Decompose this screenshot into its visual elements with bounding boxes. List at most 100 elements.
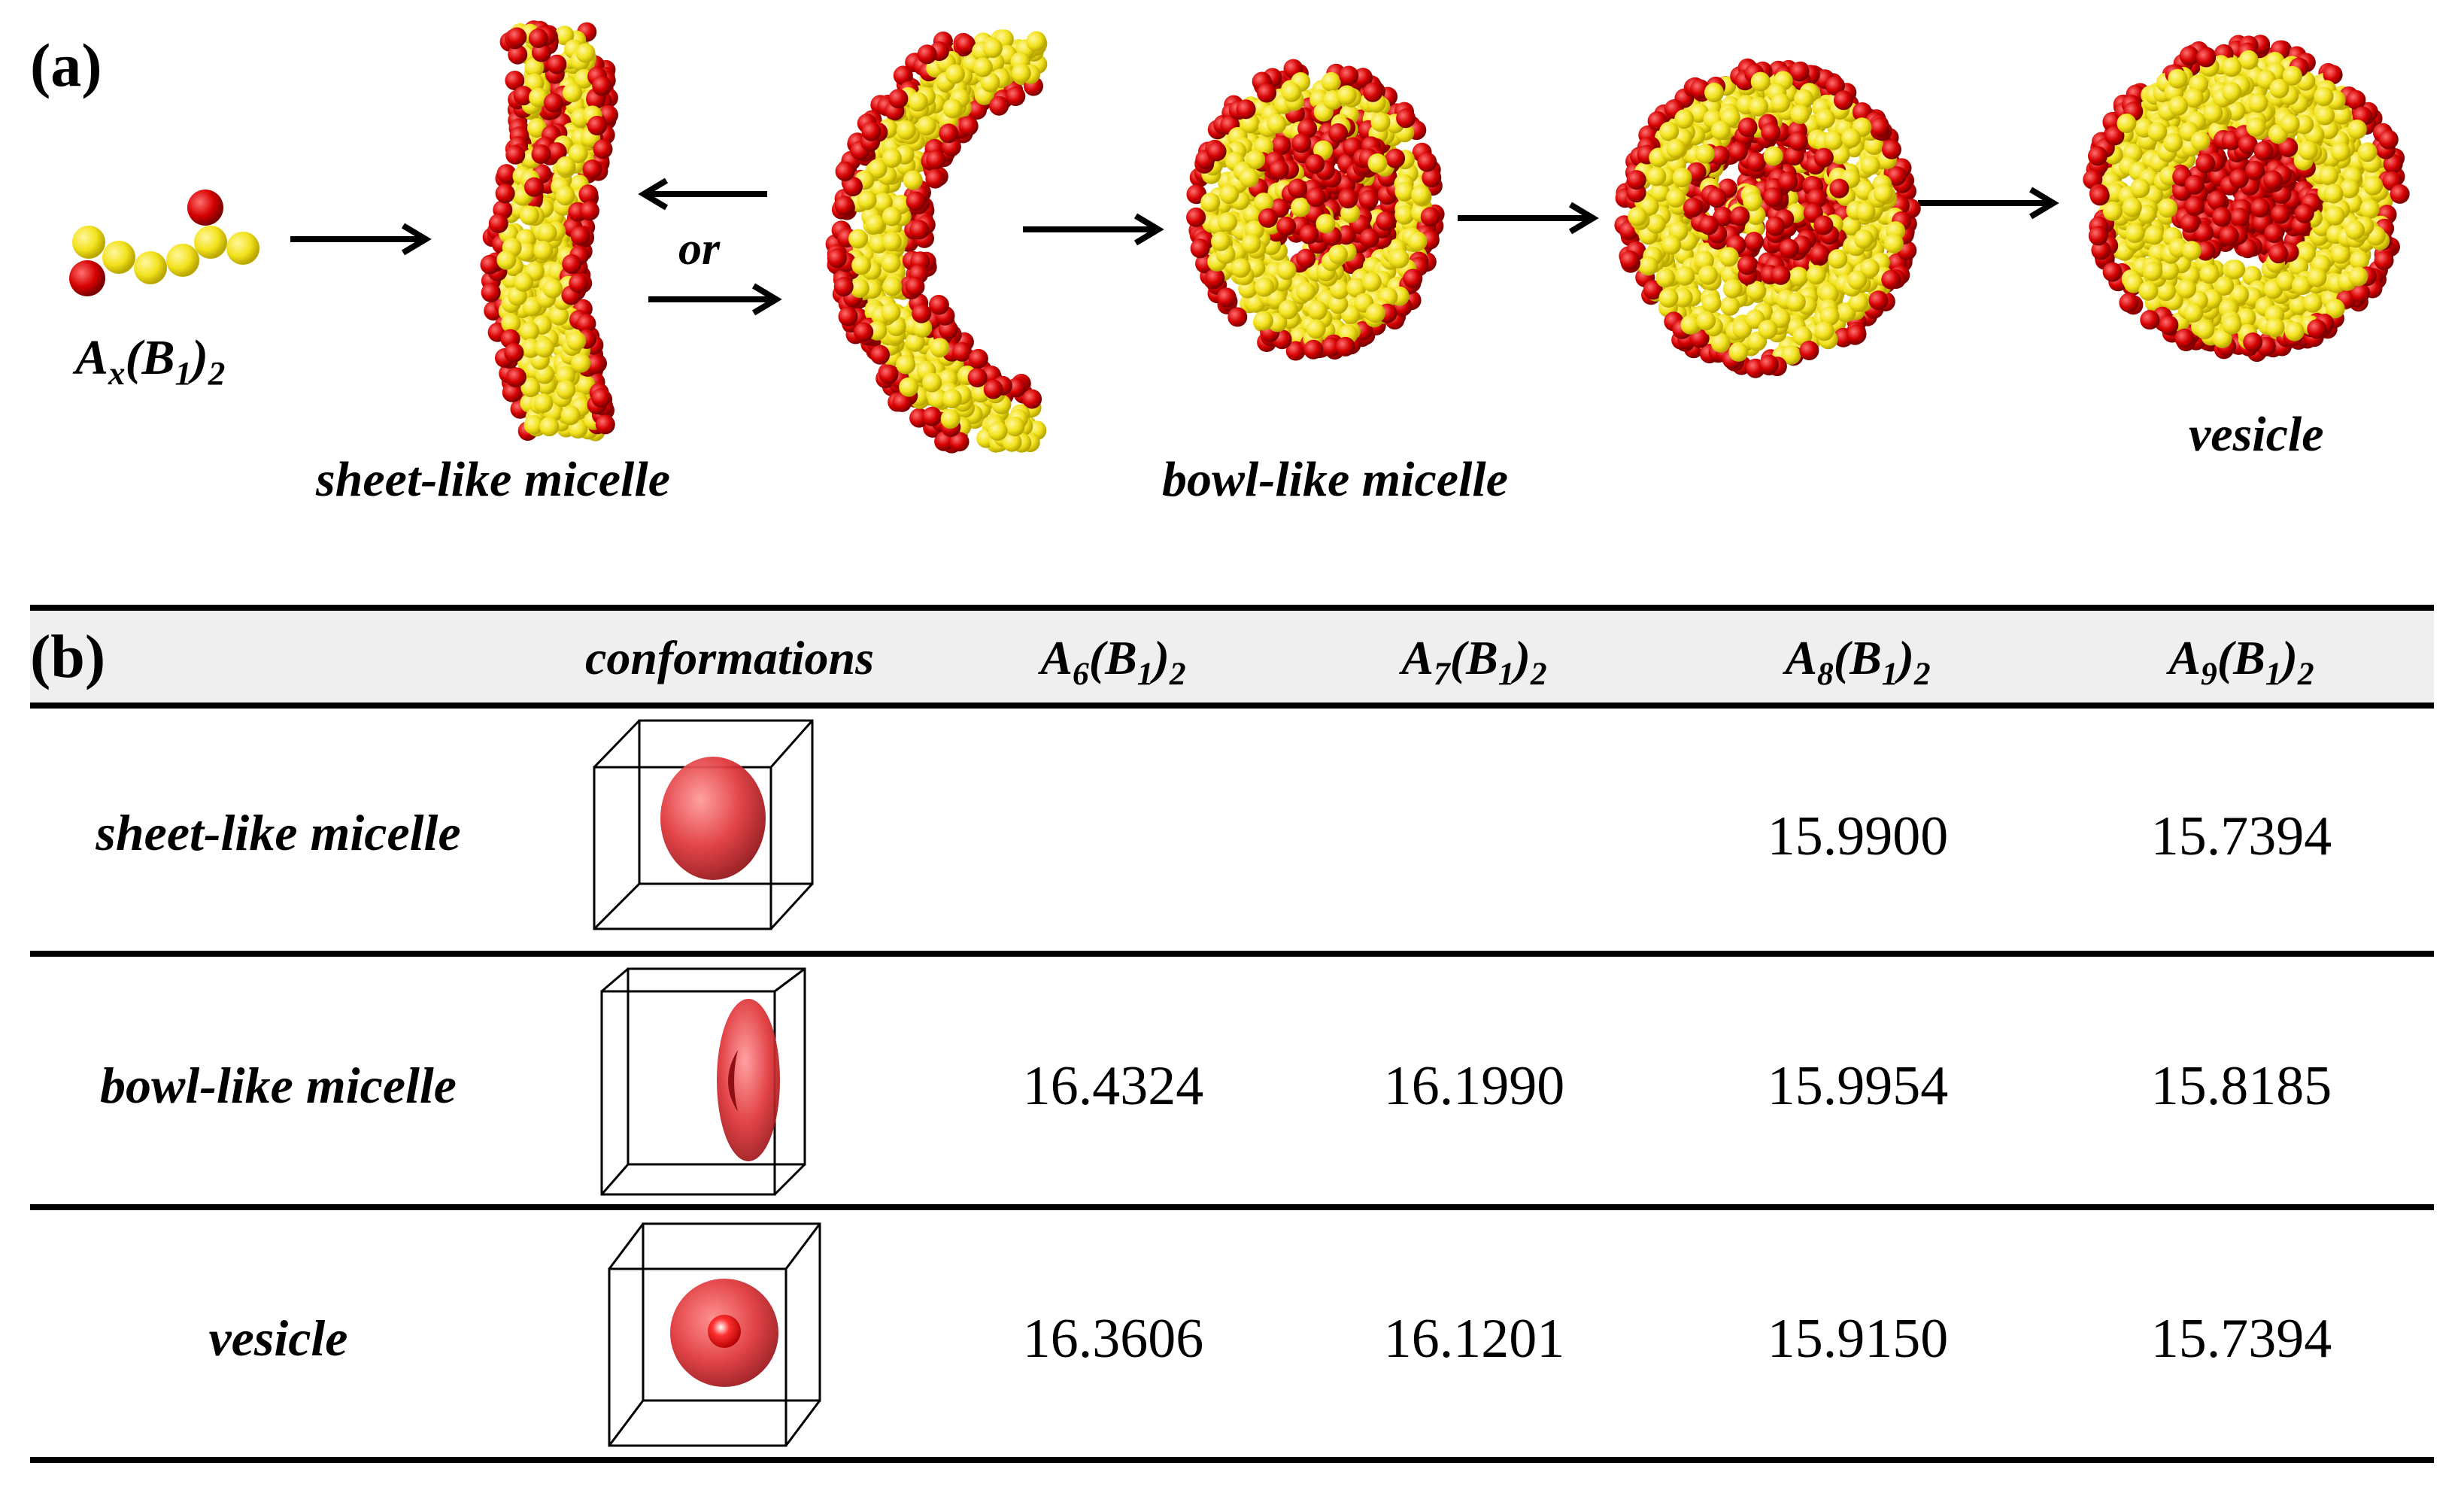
head-bead	[1765, 216, 1786, 236]
tail-bead	[927, 389, 948, 409]
head-bead	[1713, 207, 1733, 226]
head-bead	[1006, 86, 1026, 106]
head-bead	[2102, 262, 2123, 282]
tail-bead	[867, 159, 888, 179]
table-header-rule	[30, 703, 2434, 709]
head-bead	[562, 254, 582, 274]
tail-bead	[1005, 417, 1025, 436]
tail-bead	[1411, 185, 1431, 205]
tail-bead	[514, 272, 533, 292]
tail-bead	[908, 92, 928, 112]
head-bead	[2264, 223, 2284, 244]
tail-bead	[1853, 229, 1874, 249]
tail-bead	[2236, 308, 2256, 328]
head-bead	[1303, 339, 1324, 360]
tail-bead	[1282, 82, 1302, 102]
head-bead	[893, 65, 913, 86]
tail-bead	[982, 38, 1003, 59]
tail-bead	[1389, 248, 1410, 269]
tail-bead	[1789, 266, 1809, 287]
head-bead	[1297, 118, 1318, 138]
tail-bead	[2330, 141, 2350, 162]
tail-bead	[1859, 258, 1880, 278]
tail-bead	[2177, 278, 2197, 299]
tail-bead	[2246, 117, 2266, 137]
head-bead	[505, 144, 526, 165]
head-bead	[2184, 196, 2205, 217]
tail-bead	[1337, 85, 1357, 105]
tail-bead	[1307, 300, 1328, 320]
head-bead	[2195, 241, 2216, 261]
head-bead	[1799, 341, 1819, 360]
cell-sheet-a8: 15.9900	[1767, 806, 1949, 867]
tail-bead	[848, 229, 869, 249]
head-bead	[2378, 129, 2399, 150]
head-bead	[1190, 238, 1210, 259]
tail-bead	[555, 366, 575, 386]
head-bead	[1396, 108, 1416, 129]
tail-bead	[1856, 202, 1876, 222]
head-bead	[955, 34, 976, 54]
tail-bead	[980, 72, 1000, 93]
head-bead	[1834, 90, 1853, 111]
tail-bead	[2117, 114, 2137, 133]
head-bead	[967, 368, 988, 387]
tail-bead	[1646, 214, 1666, 234]
head-bead	[582, 159, 602, 180]
cell-vesicle-a6: 16.3606	[1022, 1308, 1204, 1370]
tail-bead	[542, 278, 563, 299]
head-bead	[1778, 171, 1798, 192]
head-bead	[838, 306, 858, 326]
tail-bead	[1361, 272, 1382, 292]
tail-bead	[2292, 275, 2311, 296]
tail-bead	[520, 338, 541, 358]
head-bead	[543, 93, 563, 113]
tail-bead	[568, 144, 588, 163]
column-header-a6: A6(B1)2	[1040, 631, 1186, 692]
head-bead	[888, 89, 909, 109]
tail-bead	[501, 313, 521, 333]
tail-bead	[1695, 144, 1715, 164]
tail-bead	[2325, 299, 2345, 319]
head-bead	[1810, 244, 1830, 264]
head-bead	[1737, 117, 1758, 138]
head-bead	[1385, 148, 1406, 168]
head-bead	[835, 161, 855, 181]
head-bead	[2180, 213, 2200, 233]
tail-bead	[2319, 165, 2339, 186]
tail-bead	[1672, 168, 1692, 188]
tail-bead	[533, 241, 554, 260]
tail-bead	[1698, 265, 1718, 285]
tail-bead	[899, 377, 919, 397]
tail-bead	[1841, 216, 1862, 236]
head-bead	[1186, 207, 1206, 227]
tail-bead	[529, 87, 548, 108]
head-bead	[878, 364, 899, 384]
tail-bead	[1704, 83, 1724, 102]
tail-bead	[1026, 32, 1046, 52]
tail-bead	[1329, 279, 1349, 299]
cell-bowl-a9: 15.8185	[2150, 1055, 2332, 1117]
tail-bead	[1719, 247, 1739, 267]
column-header-a7: A7(B1)2	[1401, 631, 1547, 692]
tail-bead	[1267, 114, 1287, 134]
head-bead	[1728, 141, 1748, 162]
head-bead	[595, 414, 615, 435]
head-bead	[2323, 65, 2343, 85]
tail-bead	[2307, 267, 2327, 287]
head-bead	[1291, 133, 1312, 153]
tail-bead	[1746, 281, 1766, 301]
tail-bead	[2123, 273, 2144, 293]
tail-bead	[896, 120, 916, 140]
head-bead	[1886, 166, 1907, 187]
head-bead	[2184, 174, 2205, 195]
head-bead	[2243, 332, 2263, 352]
head-bead	[925, 168, 945, 189]
or-label: or	[678, 223, 721, 275]
head-bead	[967, 100, 988, 120]
head-bead	[1882, 139, 1901, 159]
tail-bead	[496, 250, 517, 270]
head-bead	[2174, 328, 2195, 348]
tail-bead	[2339, 178, 2359, 199]
tail-bead	[1650, 182, 1670, 202]
